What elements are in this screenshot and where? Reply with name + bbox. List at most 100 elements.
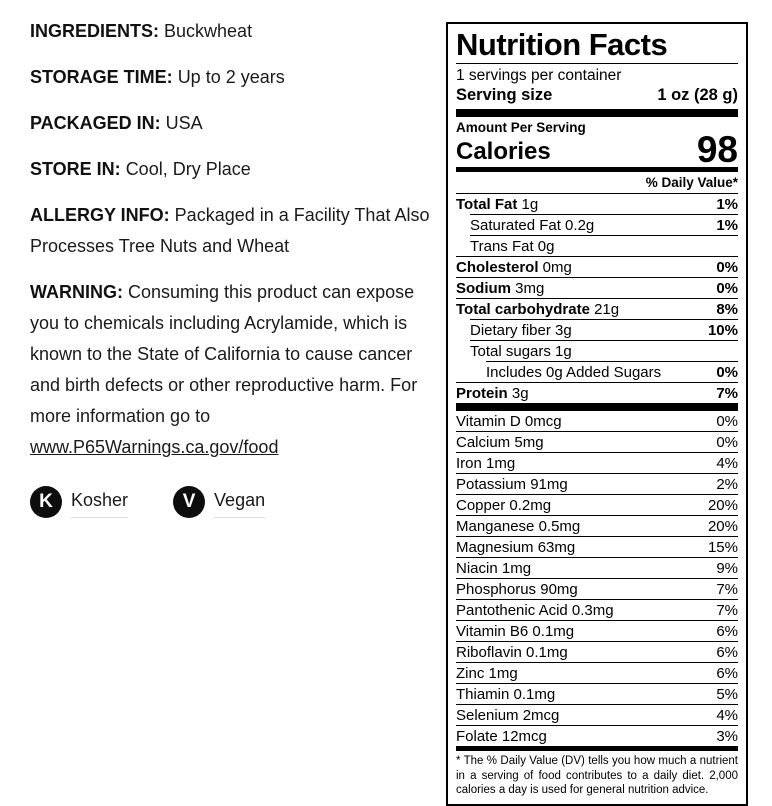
macro-nutrient-rows: Total Fat 1g 1% Saturated Fat 0.2g 1% Tr… (456, 193, 738, 403)
divider-medium (456, 167, 738, 172)
calories-row: Calories 98 (456, 129, 738, 170)
certification-badge: V Vegan (173, 485, 266, 518)
storage-time-label: STORAGE TIME: (30, 67, 173, 87)
nutrient-row: Protein 3g 7% (456, 382, 738, 403)
daily-value-header: % Daily Value* (645, 175, 738, 190)
nutrient-row: Copper 0.2mg 20% (456, 494, 738, 515)
divider-thick (456, 403, 738, 411)
nutrient-row: Magnesium 63mg 15% (456, 536, 738, 557)
nutrient-daily-value: 0% (716, 433, 738, 451)
nutrient-name: Pantothenic Acid 0.3mg (456, 601, 614, 619)
nutrient-name: Includes 0g Added Sugars (486, 363, 662, 381)
serving-size-row: Serving size 1 oz (28 g) (456, 85, 738, 109)
nutrition-facts-title: Nutrition Facts (456, 27, 668, 62)
p65-warnings-link[interactable]: www.P65Warnings.ca.gov/food (30, 437, 279, 457)
nutrient-daily-value: 0% (716, 258, 738, 276)
nutrient-daily-value: 20% (707, 517, 738, 535)
nutrient-name: Selenium 2mcg (456, 706, 560, 724)
nutrient-daily-value: 7% (716, 601, 738, 619)
nutrient-name: Calcium 5mg (456, 433, 544, 451)
calories-label: Calories (456, 138, 551, 165)
nutrient-row: Calcium 5mg 0% (456, 431, 738, 452)
nutrient-daily-value: 6% (716, 622, 738, 640)
divider-thick (456, 109, 738, 117)
nutrient-row: Total Fat 1g 1% (456, 193, 738, 214)
nutrient-row: Riboflavin 0.1mg 6% (456, 641, 738, 662)
packaged-in-label: PACKAGED IN: (30, 113, 161, 133)
nutrient-daily-value: 3% (716, 727, 738, 745)
nutrient-name: Total carbohydrate 21g (456, 300, 620, 318)
warning-paragraph: WARNING: Consuming this product can expos… (30, 277, 434, 463)
ingredients-label: INGREDIENTS: (30, 21, 160, 41)
nutrient-row: Pantothenic Acid 0.3mg 7% (456, 599, 738, 620)
nutrient-name: Cholesterol 0mg (456, 258, 572, 276)
divider-thin (456, 63, 738, 64)
nutrition-facts-panel: Nutrition Facts 1 servings per container… (446, 22, 748, 806)
packaged-in-paragraph: PACKAGED IN: USA (30, 108, 434, 139)
storage-time-value: Up to 2 years (177, 67, 285, 87)
store-in-value: Cool, Dry Place (125, 159, 251, 179)
allergy-info-label: ALLERGY INFO: (30, 205, 170, 225)
nutrient-row: Niacin 1mg 9% (456, 557, 738, 578)
ingredients-paragraph: INGREDIENTS: Buckwheat (30, 16, 434, 47)
serving-size-value: 1 oz (28 g) (657, 86, 738, 104)
nutrient-row: Folate 12mcg 3% (456, 725, 738, 746)
badge-label: Vegan (214, 485, 266, 518)
nutrient-row: Thiamin 0.1mg 5% (456, 683, 738, 704)
store-in-label: STORE IN: (30, 159, 121, 179)
nutrient-name: Zinc 1mg (456, 664, 518, 682)
nutrient-daily-value: 0% (716, 412, 738, 430)
nutrient-name: Magnesium 63mg (456, 538, 576, 556)
nutrient-row: Vitamin D 0mcg 0% (456, 411, 738, 431)
nutrient-row: Zinc 1mg 6% (456, 662, 738, 683)
nutrient-daily-value: 0% (716, 363, 738, 381)
nutrient-name: Phosphorus 90mg (456, 580, 578, 598)
nutrient-name: Total sugars 1g (470, 342, 572, 360)
nutrient-name: Protein 3g (456, 384, 529, 402)
nutrient-daily-value: 7% (716, 384, 738, 402)
certification-badge: K Kosher (30, 485, 129, 518)
daily-value-footnote: * The % Daily Value (DV) tells you how m… (456, 755, 738, 796)
nutrient-name: Dietary fiber 3g (470, 321, 572, 339)
badge-letter-icon: V (173, 485, 206, 518)
nutrient-row: Trans Fat 0g (470, 235, 738, 256)
nutrient-name: Vitamin B6 0.1mg (456, 622, 575, 640)
nutrient-row: Manganese 0.5mg 20% (456, 515, 738, 536)
store-in-paragraph: STORE IN: Cool, Dry Place (30, 154, 434, 185)
allergy-info-value: Packaged in a Facility That Also Process… (30, 205, 430, 256)
badge-letter-icon: K (30, 485, 62, 518)
nutrient-daily-value: 1% (716, 195, 738, 213)
nutrient-name: Folate 12mcg (456, 727, 547, 745)
nutrient-row: Total sugars 1g (470, 340, 738, 361)
ingredients-value: Buckwheat (164, 21, 253, 41)
nutrient-name: Sodium 3mg (456, 279, 545, 297)
nutrient-daily-value: 9% (716, 559, 738, 577)
calories-value: 98 (696, 129, 738, 170)
nutrient-row: Phosphorus 90mg 7% (456, 578, 738, 599)
nutrient-row: Includes 0g Added Sugars 0% (486, 361, 738, 382)
nutrient-daily-value: 6% (716, 643, 738, 661)
nutrient-row: Potassium 91mg 2% (456, 473, 738, 494)
servings-per-container: 1 servings per container (456, 67, 622, 84)
nutrient-daily-value: 4% (716, 454, 738, 472)
nutrient-row: Iron 1mg 4% (456, 452, 738, 473)
nutrient-daily-value: 8% (716, 300, 738, 318)
nutrient-name: Total Fat 1g (456, 195, 539, 213)
nutrient-row: Vitamin B6 0.1mg 6% (456, 620, 738, 641)
nutrient-name: Vitamin D 0mcg (456, 412, 562, 430)
nutrient-name: Trans Fat 0g (470, 237, 555, 255)
nutrient-daily-value: 6% (716, 664, 738, 682)
nutrient-daily-value: 0% (716, 279, 738, 297)
nutrient-row: Selenium 2mcg 4% (456, 704, 738, 725)
nutrient-daily-value: 7% (716, 580, 738, 598)
vitamin-mineral-rows: Vitamin D 0mcg 0% Calcium 5mg 0% Iron 1m… (456, 411, 738, 746)
nutrient-row: Cholesterol 0mg 0% (456, 256, 738, 277)
amount-per-serving-label: Amount Per Serving (456, 120, 586, 135)
warning-label: WARNING: (30, 282, 123, 302)
nutrient-daily-value: 1% (716, 216, 738, 234)
certification-badges: K Kosher V Vegan (30, 485, 434, 518)
divider-medium (456, 746, 738, 751)
nutrient-name: Thiamin 0.1mg (456, 685, 556, 703)
nutrient-name: Niacin 1mg (456, 559, 532, 577)
nutrient-daily-value: 15% (707, 538, 738, 556)
